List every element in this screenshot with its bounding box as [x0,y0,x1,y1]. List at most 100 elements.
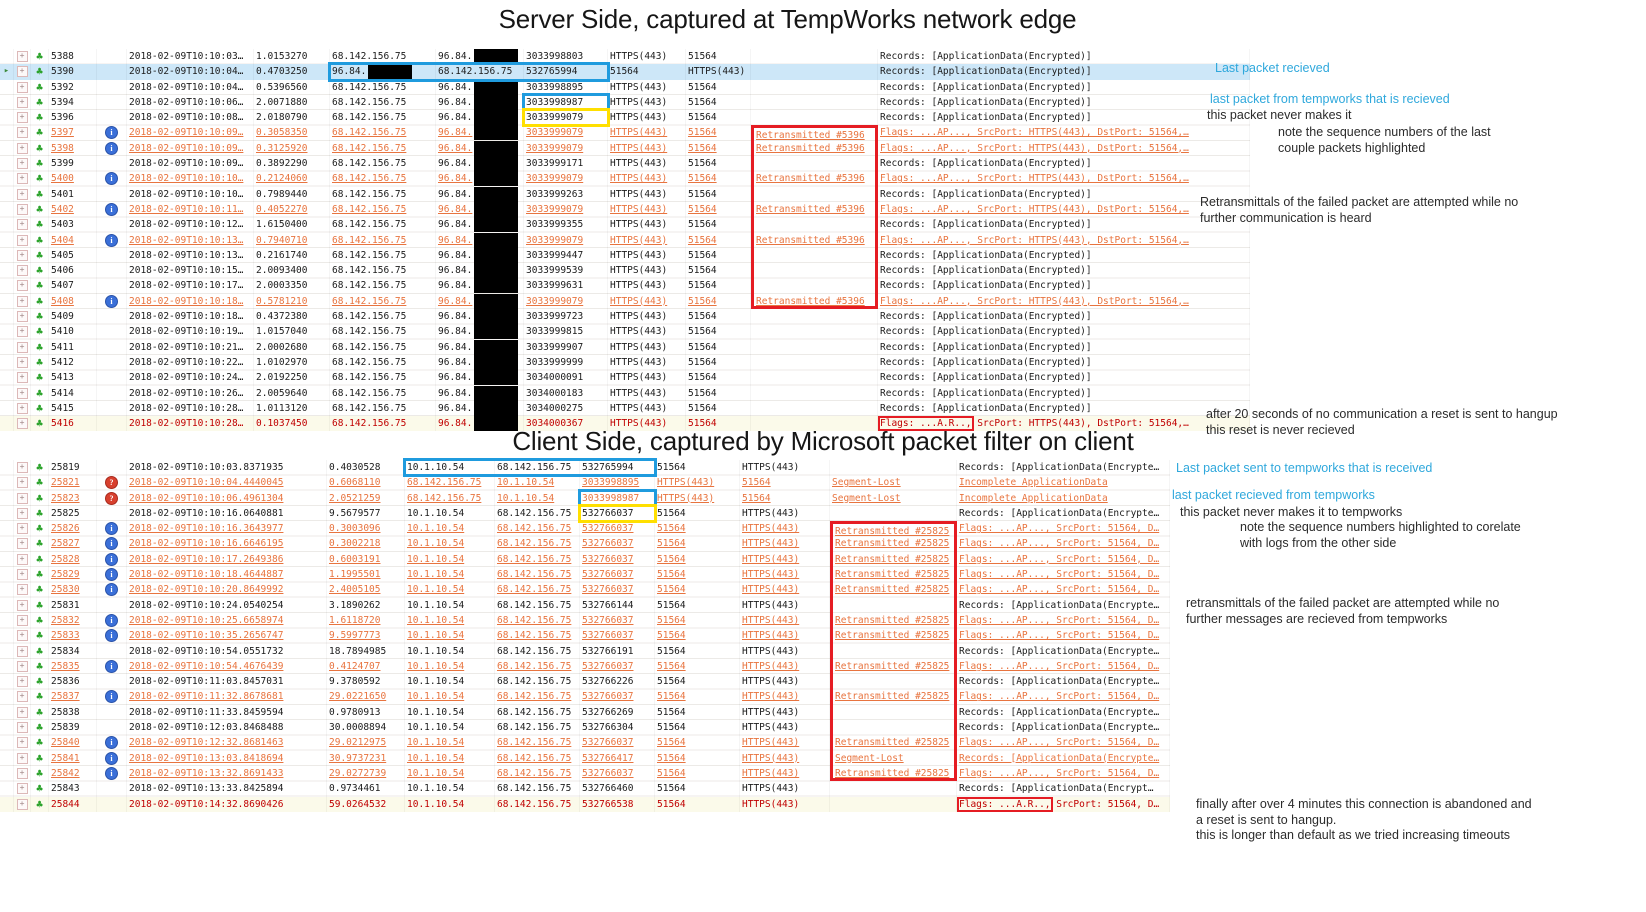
expand-toggle[interactable]: + [14,674,31,690]
packet-row[interactable]: + ♣ 25834 2018-02-09T10:10:54.0551732 18… [0,643,1170,659]
plus-expand-icon[interactable]: + [16,295,28,307]
packet-row[interactable]: + ♣ 5397 i 2018-02-09T10:10:09… 0.305835… [0,125,1250,141]
plus-expand-icon[interactable]: + [16,341,28,353]
expand-toggle[interactable]: + [14,521,31,537]
expand-toggle[interactable]: + [14,597,31,613]
expand-toggle[interactable]: + [14,582,31,598]
plus-expand-icon[interactable]: + [16,356,28,368]
info-icon[interactable]: i [105,233,118,247]
info-icon[interactable]: i [105,294,118,308]
expand-toggle[interactable]: + [14,324,31,340]
plus-expand-icon[interactable]: + [16,96,28,108]
packet-row[interactable]: + ♣ 25831 2018-02-09T10:10:24.0540254 3.… [0,597,1170,613]
expand-toggle[interactable]: + [14,567,31,583]
info-icon[interactable]: i [105,766,118,780]
packet-row[interactable]: + ♣ 5396 2018-02-09T10:10:08… 2.0180790 … [0,108,1250,128]
help-icon[interactable]: ? [105,476,118,490]
info-icon[interactable]: i [105,751,118,765]
plus-expand-icon[interactable]: + [16,387,28,399]
plus-expand-icon[interactable]: + [16,676,28,688]
packet-row[interactable]: + ♣ 5404 i 2018-02-09T10:10:13… 0.794071… [0,232,1250,248]
packet-row[interactable]: + ♣ 25836 2018-02-09T10:11:03.8457031 9.… [0,674,1170,690]
packet-row[interactable]: + ♣ 25842 i 2018-02-09T10:13:32.8691433 … [0,765,1170,782]
packet-row[interactable]: + ♣ 5411 2018-02-09T10:10:21… 2.0002680 … [0,339,1250,355]
plus-expand-icon[interactable]: + [16,173,28,185]
plus-expand-icon[interactable]: + [16,265,28,277]
info-icon[interactable]: i [105,568,118,582]
plus-expand-icon[interactable]: + [16,203,28,215]
info-icon[interactable]: i [105,202,118,216]
expand-toggle[interactable]: + [14,781,31,797]
plus-expand-icon[interactable]: + [16,660,28,672]
packet-row[interactable]: + ♣ 5399 2018-02-09T10:10:09… 0.3892290 … [0,156,1250,172]
plus-expand-icon[interactable]: + [16,402,28,414]
plus-expand-icon[interactable]: + [16,706,28,718]
expand-toggle[interactable]: + [14,186,31,202]
expand-toggle[interactable]: + [14,339,31,355]
packet-row[interactable]: + ♣ 5405 2018-02-09T10:10:13… 0.2161740 … [0,247,1250,264]
packet-row[interactable]: + ♣ 25819 2018-02-09T10:10:03.8371935 0.… [0,457,1170,478]
expand-toggle[interactable]: + [14,551,31,568]
packet-row[interactable]: + ♣ 5392 2018-02-09T10:10:04… 0.5396560 … [0,79,1250,95]
expand-toggle[interactable]: + [14,460,31,476]
info-icon[interactable]: i [105,172,118,186]
expand-toggle[interactable]: + [14,354,31,371]
packet-row[interactable]: + ♣ 25841 i 2018-02-09T10:13:03.8418694 … [0,750,1170,766]
expand-toggle[interactable]: + [14,643,31,659]
plus-expand-icon[interactable]: + [16,372,28,384]
plus-expand-icon[interactable]: + [16,311,28,323]
expand-toggle[interactable]: + [14,490,31,506]
expand-toggle[interactable]: + [14,110,31,126]
info-icon[interactable]: i [105,522,118,536]
plus-expand-icon[interactable]: + [16,538,28,550]
packet-row[interactable]: + ♣ 25833 i 2018-02-09T10:10:35.2656747 … [0,628,1170,644]
packet-row[interactable]: + ♣ 25825 2018-02-09T10:10:16.0640881 9.… [0,503,1170,524]
plus-expand-icon[interactable]: + [16,81,28,93]
expand-toggle[interactable]: + [14,263,31,279]
info-icon[interactable]: i [105,126,118,140]
plus-expand-icon[interactable]: + [16,553,28,565]
packet-row[interactable]: + ♣ 5409 2018-02-09T10:10:18… 0.4372380 … [0,309,1250,325]
info-icon[interactable]: i [105,141,118,155]
packet-row[interactable]: + ♣ 5412 2018-02-09T10:10:22… 1.0102970 … [0,354,1250,371]
plus-expand-icon[interactable]: + [16,507,28,519]
packet-row[interactable]: + ♣ 5400 i 2018-02-09T10:10:10… 0.212406… [0,171,1250,187]
packet-row[interactable]: + ♣ 25830 i 2018-02-09T10:10:20.8649992 … [0,582,1170,598]
packet-row[interactable]: + ♣ 5398 i 2018-02-09T10:10:09… 0.312592… [0,140,1250,157]
expand-toggle[interactable]: + [14,94,31,111]
packet-row[interactable]: + ♣ 25840 i 2018-02-09T10:12:32.8681463 … [0,735,1170,751]
plus-expand-icon[interactable]: + [16,630,28,642]
packet-row[interactable]: + ♣ 5401 2018-02-09T10:10:10… 0.7989440 … [0,186,1250,202]
info-icon[interactable]: i [105,690,118,704]
info-icon[interactable]: i [105,583,118,597]
packet-row[interactable]: + ♣ 25829 i 2018-02-09T10:10:18.4644887 … [0,567,1170,583]
expand-toggle[interactable]: + [14,232,31,248]
packet-row[interactable]: + ♣ 25823 ? 2018-02-09T10:10:06.4961304 … [0,488,1170,508]
packet-row[interactable]: + ♣ 5416 2018-02-09T10:10:28… 0.1037450 … [0,416,1250,432]
expand-toggle[interactable]: + [14,201,31,218]
plus-expand-icon[interactable]: + [16,737,28,749]
plus-expand-icon[interactable]: + [16,280,28,292]
plus-expand-icon[interactable]: + [16,112,28,124]
plus-expand-icon[interactable]: + [16,234,28,246]
plus-expand-icon[interactable]: + [16,219,28,231]
info-icon[interactable]: i [105,736,118,750]
packet-row[interactable]: + ♣ 5394 2018-02-09T10:10:06… 2.0071880 … [0,92,1250,113]
plus-expand-icon[interactable]: + [16,51,28,62]
expand-toggle[interactable]: + [14,79,31,95]
plus-expand-icon[interactable]: + [16,142,28,154]
packet-row[interactable]: ▸ + ♣ 5390 2018-02-09T10:10:04… 0.470325… [0,62,1250,82]
expand-toggle[interactable]: + [14,765,31,782]
packet-row[interactable]: + ♣ 5388 2018-02-09T10:10:03… 1.0153270 … [0,49,1250,65]
plus-expand-icon[interactable]: + [16,477,28,489]
packet-row[interactable]: + ♣ 5415 2018-02-09T10:10:28… 1.0113120 … [0,400,1250,417]
expand-toggle[interactable]: + [14,612,31,629]
expand-toggle[interactable]: + [14,140,31,157]
plus-expand-icon[interactable]: + [16,645,28,657]
expand-toggle[interactable]: + [14,475,31,491]
expand-toggle[interactable]: + [14,385,31,401]
plus-expand-icon[interactable]: + [16,691,28,703]
expand-toggle[interactable]: + [14,125,31,141]
plus-expand-icon[interactable]: + [16,767,28,779]
packet-row[interactable]: + ♣ 5410 2018-02-09T10:10:19… 1.0157040 … [0,324,1250,340]
